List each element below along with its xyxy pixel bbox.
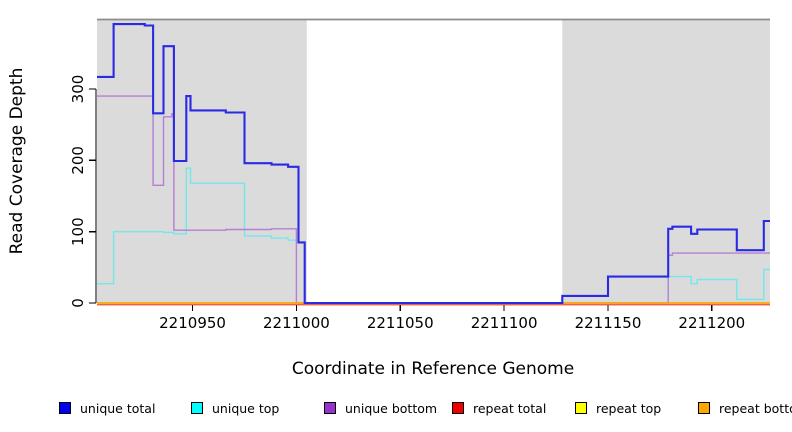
y-axis-tick-label: 200 xyxy=(69,146,87,175)
legend: unique total unique top unique bottom repea… xyxy=(0,399,792,419)
legend-label: unique total xyxy=(80,400,156,416)
y-axis-tick-label: 300 xyxy=(69,75,87,104)
legend-label: unique bottom xyxy=(345,400,438,416)
x-axis-tick-label: 2211050 xyxy=(367,314,434,332)
legend-item-unique-bottom: unique bottom xyxy=(324,399,437,417)
y-axis-tick-label: 0 xyxy=(69,298,87,308)
legend-swatch-repeat-bottom xyxy=(698,402,710,414)
legend-item-unique-total: unique total xyxy=(59,399,155,417)
x-axis-tick-label: 2211000 xyxy=(263,314,330,332)
x-axis-tick-label: 2210950 xyxy=(159,314,226,332)
legend-label: repeat top xyxy=(596,400,662,416)
x-axis-tick-label: 2211200 xyxy=(678,314,745,332)
legend-label: repeat bottom xyxy=(719,400,792,416)
x-axis-title: Coordinate in Reference Genome xyxy=(291,359,575,379)
legend-item-repeat-total: repeat total xyxy=(452,399,546,417)
legend-item-repeat-bottom: repeat bottom xyxy=(698,399,792,417)
legend-item-repeat-top: repeat top xyxy=(575,399,661,417)
series-unique-top-line xyxy=(97,167,770,304)
y-axis-title: Read Coverage Depth xyxy=(7,67,27,255)
x-axis-tick-label: 2211100 xyxy=(471,314,538,332)
legend-swatch-unique-total xyxy=(59,402,71,414)
y-axis-tick-label: 100 xyxy=(69,217,87,246)
legend-swatch-repeat-total xyxy=(452,402,464,414)
shaded-region xyxy=(562,19,770,305)
legend-label: repeat total xyxy=(473,400,547,416)
legend-label: unique top xyxy=(212,400,280,416)
x-axis-tick-label: 2211150 xyxy=(575,314,642,332)
legend-swatch-unique-bottom xyxy=(324,402,336,414)
legend-swatch-repeat-top xyxy=(575,402,587,414)
series-unique-total-line xyxy=(97,23,770,305)
shaded-region xyxy=(97,19,307,305)
legend-item-unique-top: unique top xyxy=(191,399,279,417)
legend-swatch-unique-top xyxy=(191,402,203,414)
